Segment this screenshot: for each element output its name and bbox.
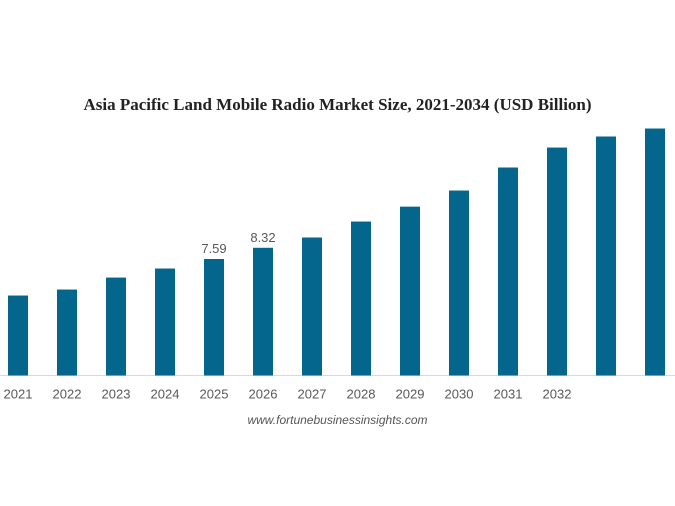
x-tick-label: 2031 — [494, 387, 523, 402]
bar-2033 — [596, 136, 616, 376]
bar-2024 — [155, 268, 175, 376]
bar-2023 — [106, 277, 126, 376]
bar-2027 — [302, 237, 322, 376]
x-tick-label: 2024 — [151, 387, 180, 402]
bar-2030 — [449, 190, 469, 376]
bar-2034 — [645, 128, 665, 376]
x-tick-label: 2025 — [200, 387, 229, 402]
chart-title: Asia Pacific Land Mobile Radio Market Si… — [83, 95, 592, 114]
x-tick-label: 2022 — [53, 387, 82, 402]
bar-2021 — [8, 295, 28, 376]
bar-2028 — [351, 221, 371, 376]
x-tick-label: 2029 — [396, 387, 425, 402]
bar-2031 — [498, 167, 518, 376]
bar-2029 — [400, 206, 420, 376]
bar-2022 — [57, 289, 77, 376]
bar-2025 — [204, 258, 224, 376]
x-tick-label: 2026 — [249, 387, 278, 402]
x-tick-label: 2030 — [445, 387, 474, 402]
x-tick-label: 2023 — [102, 387, 131, 402]
x-tick-label: 2032 — [543, 387, 572, 402]
bar-2032 — [547, 147, 567, 376]
x-tick-label: 2027 — [298, 387, 327, 402]
bar-2026 — [253, 247, 273, 376]
source-text: www.fortunebusinessinsights.com — [247, 413, 428, 427]
data-label: 7.59 — [201, 241, 226, 256]
x-tick-label: 2028 — [347, 387, 376, 402]
x-tick-label: 2021 — [4, 387, 33, 402]
data-label: 8.32 — [250, 230, 275, 245]
